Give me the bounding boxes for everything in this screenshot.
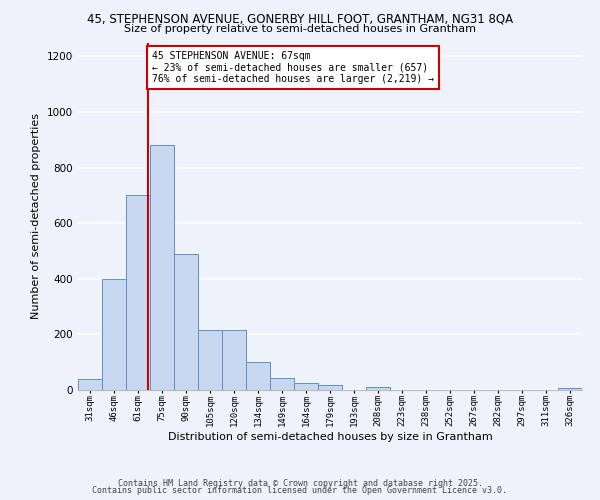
Bar xyxy=(246,362,270,390)
Text: Size of property relative to semi-detached houses in Grantham: Size of property relative to semi-detach… xyxy=(124,24,476,34)
Bar xyxy=(558,388,582,390)
Text: Contains HM Land Registry data © Crown copyright and database right 2025.: Contains HM Land Registry data © Crown c… xyxy=(118,478,482,488)
Bar xyxy=(126,196,150,390)
Text: 45 STEPHENSON AVENUE: 67sqm
← 23% of semi-detached houses are smaller (657)
76% : 45 STEPHENSON AVENUE: 67sqm ← 23% of sem… xyxy=(152,51,434,84)
Bar xyxy=(102,279,126,390)
Bar xyxy=(78,379,102,390)
Bar xyxy=(366,387,390,390)
Bar xyxy=(222,330,246,390)
Bar xyxy=(198,330,222,390)
Bar xyxy=(270,378,294,390)
Text: 45, STEPHENSON AVENUE, GONERBY HILL FOOT, GRANTHAM, NG31 8QA: 45, STEPHENSON AVENUE, GONERBY HILL FOOT… xyxy=(87,12,513,26)
Bar xyxy=(318,385,342,390)
Y-axis label: Number of semi-detached properties: Number of semi-detached properties xyxy=(31,114,41,320)
X-axis label: Distribution of semi-detached houses by size in Grantham: Distribution of semi-detached houses by … xyxy=(167,432,493,442)
Text: Contains public sector information licensed under the Open Government Licence v3: Contains public sector information licen… xyxy=(92,486,508,495)
Bar xyxy=(294,383,318,390)
Bar xyxy=(150,146,174,390)
Bar xyxy=(174,254,198,390)
